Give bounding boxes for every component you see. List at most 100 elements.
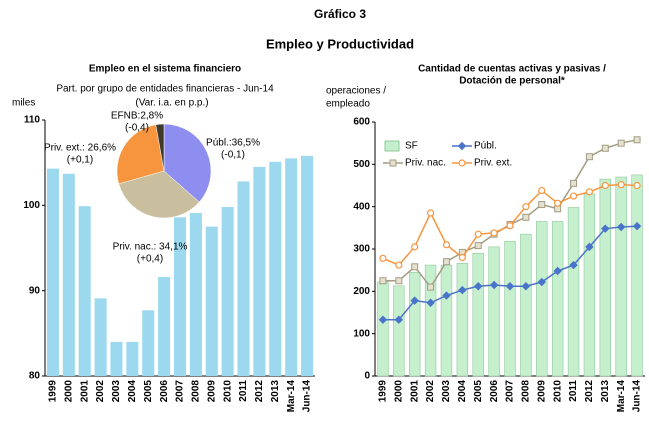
bar (472, 252, 484, 377)
slice-change: (-0,1) (221, 150, 245, 161)
bar (551, 221, 564, 377)
bar (377, 281, 389, 377)
marker (569, 260, 578, 270)
bar (631, 174, 643, 377)
marker (426, 298, 435, 307)
marker (411, 243, 419, 251)
marker (379, 277, 387, 285)
y-tick-label: 100 (353, 328, 370, 339)
pie-slice (155, 123, 165, 172)
x-tick-label: 2006 (159, 380, 170, 403)
bar (615, 176, 627, 377)
x-tick-label: 2001 (79, 380, 90, 403)
bar (110, 341, 123, 376)
x-tick-label: 2008 (191, 380, 202, 403)
bar (126, 341, 139, 376)
marker (458, 253, 466, 262)
bar (189, 213, 202, 376)
marker (633, 136, 641, 144)
bar (504, 241, 516, 377)
x-tick-label: 2003 (441, 380, 452, 403)
x-tick-label: 2008 (521, 380, 532, 403)
x-tick-label: 2000 (63, 380, 74, 403)
marker (522, 213, 530, 221)
marker (585, 153, 593, 161)
left-title: Empleo en el sistema financiero (89, 64, 241, 75)
marker (474, 242, 482, 250)
x-tick-label: 2010 (222, 380, 233, 403)
marker (633, 181, 641, 190)
bar (173, 217, 187, 376)
marker (379, 254, 387, 262)
marker (585, 188, 594, 196)
y-tick-label: 110 (24, 115, 41, 126)
marker (395, 277, 403, 285)
marker (394, 315, 404, 324)
x-tick-label: 2001 (409, 380, 420, 403)
x-tick-label: 2005 (143, 380, 154, 403)
bar (599, 178, 611, 377)
x-tick-label: 2003 (111, 380, 122, 403)
y-tick-label: 600 (353, 117, 370, 128)
bar (536, 221, 548, 377)
slice-change: (-0,4) (125, 123, 149, 134)
marker (601, 181, 609, 190)
x-tick-label: 2011 (568, 380, 579, 402)
marker (554, 199, 562, 207)
slice-change: (+0,1) (67, 155, 93, 166)
y-axis-label: miles (12, 98, 35, 109)
x-tick-label: 2005 (473, 380, 484, 403)
x-tick-label: 2002 (95, 380, 106, 403)
bar (488, 246, 500, 377)
bar (78, 206, 91, 376)
marker (426, 209, 435, 217)
bar (567, 207, 580, 377)
x-tick-label: 2009 (536, 380, 547, 403)
y-axis-label: operaciones / (326, 86, 386, 97)
marker (490, 229, 498, 237)
slice-label: EFNB:2,8% (111, 111, 163, 122)
x-tick-label: 1999 (48, 380, 59, 403)
marker (410, 296, 419, 305)
marker (474, 282, 483, 291)
marker (378, 315, 388, 324)
y-tick-label: 500 (353, 159, 370, 170)
x-tick-label: 2013 (600, 380, 611, 403)
x-tick-label: Mar-14 (286, 380, 297, 413)
x-tick-label: 2007 (505, 380, 516, 403)
marker (489, 280, 499, 290)
marker (458, 285, 467, 295)
legend-label: SF (405, 141, 418, 152)
legend-label: Públ. (474, 141, 497, 152)
marker (505, 282, 515, 291)
x-tick-label: 2011 (238, 380, 249, 402)
y-tick-label: 400 (353, 201, 370, 212)
bar (253, 166, 266, 376)
x-tick-label: 2002 (425, 380, 436, 403)
marker (553, 266, 562, 276)
y-axis-label: empleado (326, 99, 370, 110)
slice-change: (+0,4) (137, 254, 163, 265)
marker (389, 159, 397, 167)
marker (585, 242, 594, 252)
marker (458, 159, 466, 167)
x-tick-label: 2004 (457, 380, 468, 403)
slice-label: Priv. ext.: 26,6% (44, 143, 116, 154)
pie-slice (118, 170, 200, 219)
x-tick-label: 2004 (127, 380, 138, 403)
pie-title: Part. por grupo de entidades financieras… (56, 84, 274, 95)
x-tick-label: 2009 (206, 380, 217, 403)
y-tick-label: 100 (23, 200, 40, 211)
legend-swatch (384, 140, 400, 152)
legend-label: Priv. nac. (405, 158, 446, 169)
bar (440, 264, 453, 377)
bar (94, 298, 107, 376)
slice-label: Públ.:36,5% (206, 138, 260, 149)
marker (538, 201, 546, 209)
figure-subtitle: Empleo y Productividad (266, 36, 414, 51)
x-tick-label: 2012 (254, 380, 265, 403)
bar (393, 285, 405, 377)
marker (474, 230, 482, 238)
bar (424, 264, 437, 377)
